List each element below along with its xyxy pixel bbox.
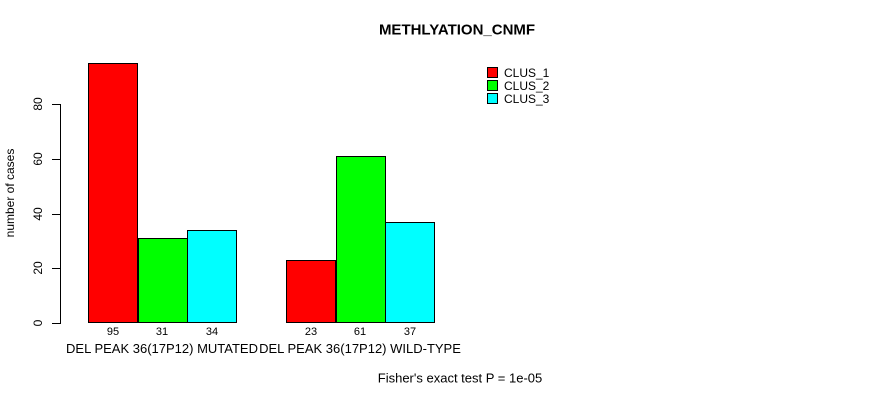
y-axis-tick-label: 60 (31, 152, 45, 166)
y-axis-tick (52, 159, 60, 160)
bar-clus-3-group-1 (187, 230, 237, 323)
bar-value-label: 61 (353, 326, 367, 338)
bar-clus-2-group-2 (336, 156, 386, 323)
chart-title: METHLYATION_CNMF (378, 21, 536, 39)
legend: CLUS_1 CLUS_2 CLUS_3 (487, 65, 550, 106)
y-axis-tick-label: 80 (31, 97, 45, 111)
bar-value-label: 31 (155, 326, 169, 338)
legend-label: CLUS_2 (504, 78, 550, 93)
x-category-label: DEL PEAK 36(17P12) WILD-TYPE (259, 341, 461, 356)
y-axis-line (60, 104, 61, 324)
y-axis-label: number of cases (3, 148, 17, 238)
y-axis-tick-label: 0 (31, 319, 45, 327)
bar-value-label: 37 (403, 326, 417, 338)
legend-swatch (487, 80, 498, 91)
y-axis-tick (52, 104, 60, 105)
y-axis-tick (52, 214, 60, 215)
legend-item: CLUS_1 (487, 65, 550, 80)
y-axis-tick (52, 268, 60, 269)
legend-swatch (487, 93, 498, 104)
bar-clus-3-group-2 (385, 222, 435, 323)
legend-item: CLUS_3 (487, 91, 550, 106)
legend-label: CLUS_3 (504, 91, 550, 106)
bar-clus-1-group-2 (286, 260, 336, 323)
bar-clus-1-group-1 (88, 63, 138, 323)
legend-label: CLUS_1 (504, 65, 550, 80)
legend-swatch (487, 67, 498, 78)
x-category-label: DEL PEAK 36(17P12) MUTATED (66, 341, 258, 356)
bar-value-label: 23 (304, 326, 318, 338)
bar-value-label: 34 (205, 326, 219, 338)
bar-clus-2-group-1 (138, 238, 188, 323)
bar-value-label: 95 (106, 326, 120, 338)
legend-item: CLUS_2 (487, 78, 550, 93)
annotation-fisher-test: Fisher's exact test P = 1e-05 (377, 370, 543, 386)
y-axis-tick-label: 20 (31, 261, 45, 275)
y-axis-tick-label: 40 (31, 207, 45, 221)
y-axis-tick (52, 323, 60, 324)
